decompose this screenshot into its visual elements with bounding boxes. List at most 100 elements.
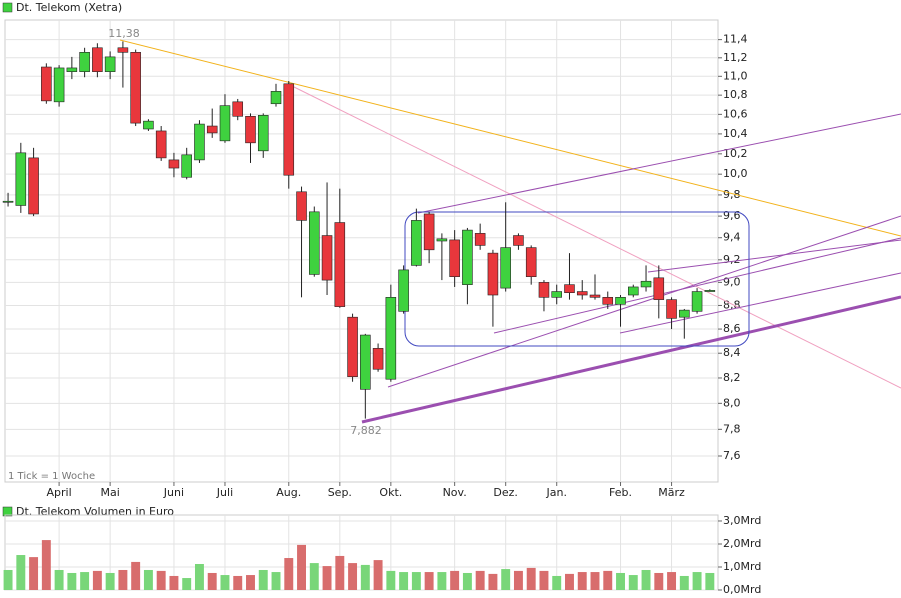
candle-body [28,157,39,215]
legend-swatch [2,506,13,517]
y-tick-label: 9,2 [723,253,741,266]
volume-bar [16,555,26,590]
x-tick-label: Sep. [328,486,352,499]
volume-bar [424,572,434,590]
y-tick-label: 3,0Mrd [723,514,761,527]
volume-bar [169,575,179,590]
volume-bar [450,570,460,590]
volume-bar [67,572,77,590]
candle-body [219,105,231,142]
x-tick-label: Juli [216,486,233,499]
candle-body [245,115,256,144]
candle-body [462,229,473,285]
volume-bar [705,572,715,590]
candle-body [155,130,167,159]
candle-body [576,291,588,296]
candle-body [628,286,639,296]
candle-body [551,291,562,298]
volume-bar [348,563,358,590]
volume-bar [501,569,511,590]
volume-bar [41,540,51,590]
candle-body [615,297,626,305]
x-tick-label: Juni [163,486,184,499]
candle-body [206,125,218,134]
volume-bar [284,558,294,590]
volume-bar [399,572,409,590]
volume-bar [309,563,319,590]
volume-bar [156,570,166,590]
y-tick-label: 9,6 [723,209,741,222]
candle-body [589,294,601,298]
trend-line [387,215,901,388]
candle-body [257,115,269,152]
volume-bar [603,570,613,590]
volume-bar [182,578,192,590]
candle-body [564,284,575,293]
volume-bar [80,572,90,590]
trend-line [417,113,901,214]
candle-body [423,213,435,251]
y-tick-label: 9,8 [723,188,741,201]
candle-body [117,47,129,53]
volume-bar [654,572,664,590]
x-tick-label: Nov. [443,486,467,499]
candle-body [679,309,690,318]
volume-bar [565,573,574,590]
candle-body [2,200,14,203]
volume-bar [335,555,345,590]
candle-body [449,239,460,277]
volume-bar [322,566,332,590]
candle-body [487,252,499,296]
candle-body [385,297,397,380]
candle-body [143,120,154,130]
candle-body [602,297,614,305]
y-tick-label: 10,8 [723,88,748,101]
y-tick-label: 0,0Mrd [723,583,761,596]
candle-body [181,154,192,178]
trend-line [647,239,901,273]
candle-body [334,222,346,307]
candle-body [232,101,244,117]
volume-bar [577,572,587,590]
volume-bar [513,570,523,590]
volume-bar [539,570,549,590]
volume-bar [54,569,64,590]
x-tick-label: März [658,486,685,499]
candle-body [653,277,665,300]
candle-body [360,334,371,390]
annotation: 11,38 [108,27,140,40]
volume-bar [131,561,141,590]
annotation: 7,882 [350,424,382,437]
volume-bar [246,575,255,590]
legend-swatch [2,2,13,13]
chart-title: Dt. Telekom (Xetra) [16,1,122,14]
volume-bar [679,575,689,590]
candle-body [411,220,422,266]
x-tick-label: April [47,486,72,499]
trend-line [119,39,901,237]
candle-body [104,56,116,72]
y-tick-label: 10,2 [723,147,748,160]
candle-body [666,299,677,319]
y-tick-label: 10,6 [723,107,748,120]
candle-body [283,83,295,176]
volume-bar [552,575,562,590]
y-tick-label: 9,4 [723,231,741,244]
x-tick-label: Okt. [379,486,402,499]
y-tick-label: 8,4 [723,346,741,359]
candle-body [513,235,524,246]
volume-bar [194,564,204,590]
trend-line [619,272,901,334]
trend-line [361,295,901,424]
volume-bar [526,567,536,590]
volume-bar [641,569,651,590]
y-tick-label: 11,2 [723,51,748,64]
volume-bar [667,572,677,590]
volume-bar [220,575,230,590]
candle-body [640,280,652,288]
volume-bar [411,572,421,590]
x-tick-label: Mai [100,486,119,499]
volume-bar [271,572,281,590]
